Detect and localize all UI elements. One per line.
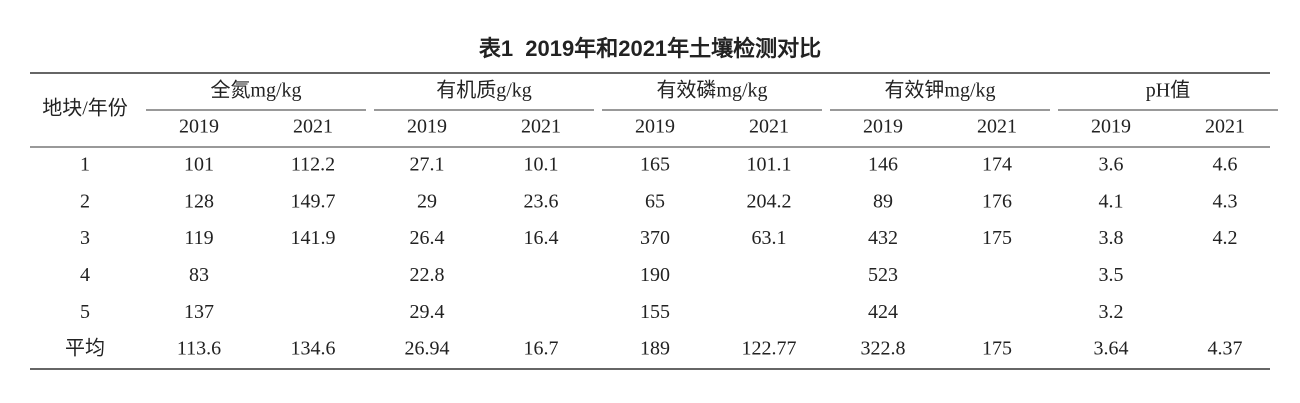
cell: 134.6 [291, 338, 336, 360]
cell: 176 [982, 190, 1012, 212]
group-header: 有效磷mg/kg [656, 79, 767, 102]
year-header: 2021 [749, 116, 789, 138]
year-header: 2019 [1091, 116, 1131, 138]
group-header: 有效钾mg/kg [884, 79, 995, 102]
cell: 137 [184, 301, 214, 323]
row-label: 平均 [65, 337, 105, 360]
cell: 112.2 [291, 154, 335, 176]
cell: 65 [645, 190, 665, 212]
group-header: pH值 [1146, 79, 1190, 102]
year-header: 2021 [293, 116, 333, 138]
table-title: 表1 2019年和2021年土壤检测对比 [479, 36, 821, 61]
cell: 4.6 [1213, 154, 1238, 176]
year-header: 2019 [179, 116, 219, 138]
cell: 29.4 [410, 301, 445, 323]
cell: 3.8 [1099, 227, 1124, 249]
cell: 83 [189, 264, 209, 286]
year-header: 2019 [635, 116, 675, 138]
cell: 119 [184, 227, 213, 249]
year-header: 2021 [521, 116, 561, 138]
cell: 27.1 [410, 154, 445, 176]
year-header: 2019 [407, 116, 447, 138]
cell: 175 [982, 227, 1012, 249]
cell: 149.7 [291, 190, 336, 212]
cell: 89 [873, 190, 893, 212]
cell: 29 [417, 190, 437, 212]
cell: 3.2 [1099, 301, 1124, 323]
cell: 128 [184, 190, 214, 212]
cell: 4.3 [1213, 190, 1238, 212]
cell: 16.7 [524, 338, 559, 360]
row-header: 地块/年份 [42, 97, 128, 120]
year-header: 2021 [977, 116, 1017, 138]
cell: 424 [868, 301, 898, 323]
year-header: 2019 [863, 116, 903, 138]
cell: 174 [982, 154, 1012, 176]
cell: 165 [640, 154, 670, 176]
cell: 370 [640, 227, 670, 249]
cell: 3.5 [1099, 264, 1124, 286]
cell: 4.1 [1099, 190, 1124, 212]
cell: 23.6 [524, 190, 559, 212]
cell: 122.77 [742, 338, 797, 360]
cell: 26.4 [410, 227, 445, 249]
row-label: 1 [80, 154, 90, 176]
cell: 4.2 [1213, 227, 1238, 249]
cell: 523 [868, 264, 898, 286]
cell: 10.1 [524, 154, 559, 176]
cell: 204.2 [747, 190, 792, 212]
cell: 101 [184, 154, 214, 176]
cell: 22.8 [410, 264, 445, 286]
cell: 101.1 [747, 154, 792, 176]
cell: 175 [982, 338, 1012, 360]
cell: 146 [868, 154, 898, 176]
cell: 432 [868, 227, 898, 249]
row-label: 2 [80, 190, 90, 212]
cell: 3.6 [1099, 154, 1124, 176]
year-header: 2021 [1205, 116, 1245, 138]
row-label: 4 [80, 264, 90, 286]
group-header: 有机质g/kg [436, 79, 532, 102]
cell: 3.64 [1094, 338, 1129, 360]
row-label: 5 [80, 301, 90, 323]
group-header: 全氮mg/kg [210, 79, 301, 102]
cell: 155 [640, 301, 670, 323]
cell: 26.94 [405, 338, 450, 360]
row-label: 3 [80, 227, 90, 249]
cell: 16.4 [524, 227, 559, 249]
cell: 189 [640, 338, 670, 360]
cell: 4.37 [1208, 338, 1243, 360]
cell: 141.9 [291, 227, 336, 249]
cell: 322.8 [861, 338, 906, 360]
cell: 63.1 [752, 227, 787, 249]
cell: 190 [640, 264, 670, 286]
cell: 113.6 [177, 338, 221, 360]
